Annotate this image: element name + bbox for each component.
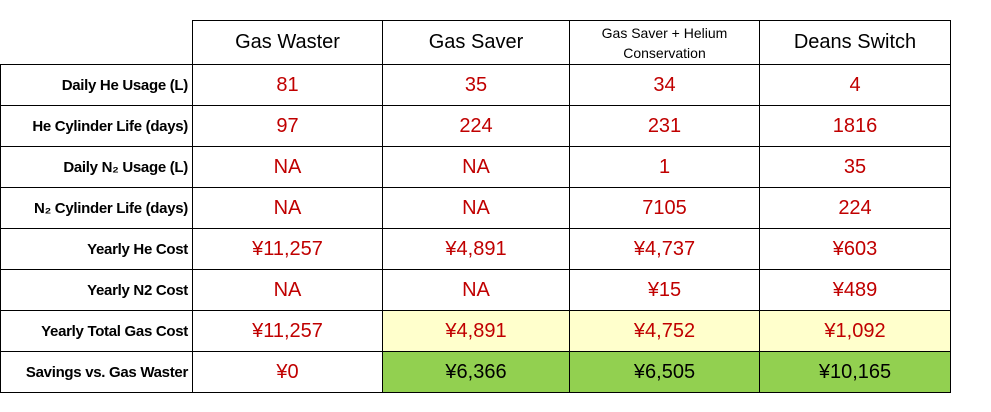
row-header: Yearly N2 Cost — [0, 269, 193, 311]
table-cell: ¥6,366 — [382, 351, 570, 393]
row-header: Yearly Total Gas Cost — [0, 310, 193, 352]
table-cell: 1 — [569, 146, 760, 188]
table-cell: ¥4,891 — [382, 228, 570, 270]
table-cell: 35 — [759, 146, 951, 188]
row-header: Daily He Usage (L) — [0, 64, 193, 106]
table-row: He Cylinder Life (days) 97 224 231 1816 — [0, 105, 951, 147]
table-cell: NA — [192, 269, 383, 311]
table-cell: ¥11,257 — [192, 310, 383, 352]
table-row: Yearly He Cost ¥11,257 ¥4,891 ¥4,737 ¥603 — [0, 228, 951, 270]
table-cell: 97 — [192, 105, 383, 147]
header-row: Gas Waster Gas Saver Gas Saver + Helium Co… — [0, 20, 951, 65]
row-header: He Cylinder Life (days) — [0, 105, 193, 147]
column-header: Gas Saver + Helium Conservation — [569, 20, 760, 65]
table-cell: ¥0 — [192, 351, 383, 393]
table-cell: 224 — [382, 105, 570, 147]
table-cell: ¥489 — [759, 269, 951, 311]
table-cell: NA — [192, 187, 383, 229]
row-header: Savings vs. Gas Waster — [0, 351, 193, 393]
table-cell: NA — [382, 269, 570, 311]
table-body: Daily He Usage (L) 81 35 34 4 He Cylinder Lif… — [0, 64, 951, 393]
table-cell: 231 — [569, 105, 760, 147]
table-row: Yearly Total Gas Cost ¥11,257 ¥4,891 ¥4,752… — [0, 310, 951, 352]
column-header: Deans Switch — [759, 20, 951, 65]
table-row: Savings vs. Gas Waster ¥0 ¥6,366 ¥6,505 ¥10,… — [0, 351, 951, 393]
table-cell: 7105 — [569, 187, 760, 229]
table-cell: ¥4,891 — [382, 310, 570, 352]
table-cell: 81 — [192, 64, 383, 106]
table-cell: ¥4,737 — [569, 228, 760, 270]
table-cell: 1816 — [759, 105, 951, 147]
table-row: Daily He Usage (L) 81 35 34 4 — [0, 64, 951, 106]
corner-cell — [0, 20, 193, 65]
table-cell: NA — [192, 146, 383, 188]
table-cell: ¥10,165 — [759, 351, 951, 393]
gas-cost-table: Gas Waster Gas Saver Gas Saver + Helium Co… — [0, 20, 951, 393]
table-cell: ¥6,505 — [569, 351, 760, 393]
row-header: Yearly He Cost — [0, 228, 193, 270]
table-row: N₂ Cylinder Life (days) NA NA 7105 224 — [0, 187, 951, 229]
table-cell: ¥1,092 — [759, 310, 951, 352]
table-cell: NA — [382, 146, 570, 188]
table-cell: 34 — [569, 64, 760, 106]
table-cell: ¥603 — [759, 228, 951, 270]
table-cell: 35 — [382, 64, 570, 106]
table-cell: 224 — [759, 187, 951, 229]
column-header: Gas Saver — [382, 20, 570, 65]
table-cell: 4 — [759, 64, 951, 106]
row-header: N₂ Cylinder Life (days) — [0, 187, 193, 229]
table-cell: ¥15 — [569, 269, 760, 311]
table-cell: ¥4,752 — [569, 310, 760, 352]
table-row: Daily N₂ Usage (L) NA NA 1 35 — [0, 146, 951, 188]
table-cell: NA — [382, 187, 570, 229]
table-cell: ¥11,257 — [192, 228, 383, 270]
column-header: Gas Waster — [192, 20, 383, 65]
row-header: Daily N₂ Usage (L) — [0, 146, 193, 188]
table-row: Yearly N2 Cost NA NA ¥15 ¥489 — [0, 269, 951, 311]
